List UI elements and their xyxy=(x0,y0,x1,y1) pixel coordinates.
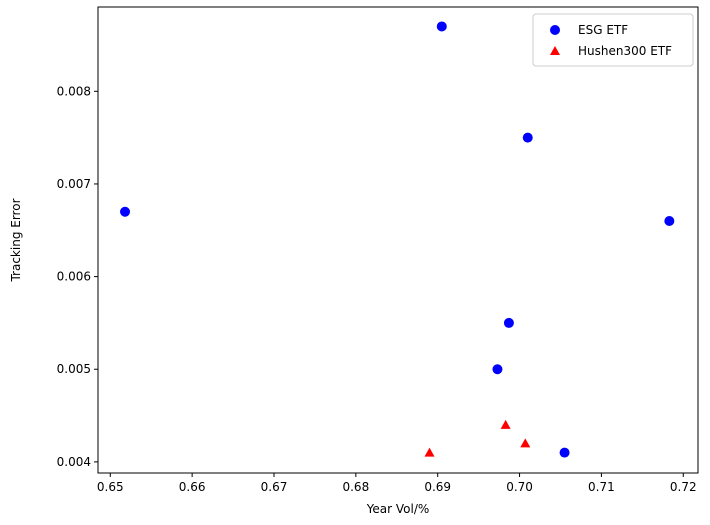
x-tick-label: 0.70 xyxy=(506,480,533,494)
y-tick-label: 0.005 xyxy=(57,362,91,376)
point-hushen300-etf xyxy=(500,419,511,429)
data-points xyxy=(120,21,675,458)
point-hushen300-etf xyxy=(520,438,531,448)
x-tick-label: 0.71 xyxy=(588,480,615,494)
y-axis-ticks: 0.004 0.005 0.006 0.007 0.008 xyxy=(57,84,98,469)
point-esg-etf xyxy=(664,216,675,227)
point-esg-etf xyxy=(559,447,570,458)
x-tick-label: 0.68 xyxy=(342,480,369,494)
y-axis-label: Tracking Error xyxy=(9,198,23,282)
x-axis-ticks: 0.65 0.66 0.67 0.68 0.69 0.70 0.71 0.72 xyxy=(97,473,697,494)
x-tick-label: 0.66 xyxy=(179,480,206,494)
legend: ESG ETF Hushen300 ETF xyxy=(532,13,694,67)
point-esg-etf xyxy=(120,206,131,217)
y-tick-label: 0.007 xyxy=(57,177,91,191)
x-tick-label: 0.72 xyxy=(670,480,697,494)
legend-marker-esg-etf xyxy=(550,25,560,35)
point-esg-etf xyxy=(436,21,447,32)
x-tick-label: 0.65 xyxy=(97,480,124,494)
y-tick-label: 0.008 xyxy=(57,84,91,98)
point-esg-etf xyxy=(492,364,503,375)
legend-marker-hushen300-etf xyxy=(550,46,560,55)
x-axis-label: Year Vol/% xyxy=(366,502,430,516)
x-tick-label: 0.67 xyxy=(261,480,288,494)
plot-frame xyxy=(97,6,699,474)
legend-label-esg-etf: ESG ETF xyxy=(578,23,628,37)
point-hushen300-etf xyxy=(424,447,435,457)
x-tick-label: 0.69 xyxy=(424,480,451,494)
legend-label-hushen300-etf: Hushen300 ETF xyxy=(578,44,672,58)
point-esg-etf xyxy=(522,132,533,143)
point-esg-etf xyxy=(503,317,514,328)
y-tick-label: 0.006 xyxy=(57,270,91,284)
legend-box xyxy=(532,13,694,67)
y-tick-label: 0.004 xyxy=(57,455,91,469)
